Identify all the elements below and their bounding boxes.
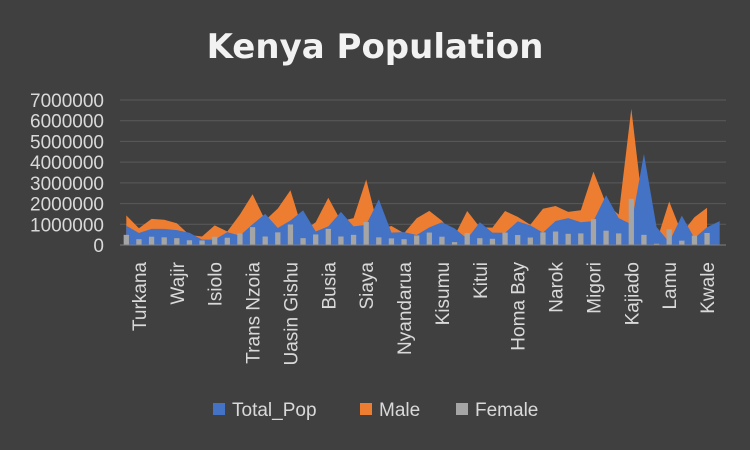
series-area-total-pop	[126, 153, 720, 245]
female-bar	[388, 238, 395, 245]
x-tick-label: Kitui	[471, 262, 492, 299]
female-bar	[350, 234, 357, 245]
female-bar	[123, 234, 129, 245]
female-bar	[616, 233, 622, 245]
y-tick-label: 5000000	[30, 132, 104, 153]
x-tick-label: Lamu	[660, 262, 681, 310]
female-bar	[565, 233, 571, 245]
female-bar	[641, 234, 647, 245]
female-bar	[540, 232, 546, 245]
female-bar	[287, 224, 294, 245]
legend-label: Female	[475, 400, 538, 421]
female-bar	[489, 238, 496, 245]
female-bar	[628, 198, 634, 245]
female-bar	[338, 236, 344, 245]
female-bar	[552, 231, 559, 245]
female-bar	[401, 239, 407, 245]
y-tick-label: 3000000	[30, 174, 104, 195]
female-bar	[363, 222, 369, 245]
female-bar	[313, 234, 319, 245]
female-bar	[603, 230, 609, 245]
female-bar	[527, 237, 533, 245]
female-bar	[590, 219, 597, 245]
female-bar	[691, 235, 698, 245]
series-area-male	[126, 108, 708, 245]
x-tick-label: Kisumu	[433, 262, 454, 325]
female-bar	[224, 237, 230, 245]
legend-swatch	[456, 403, 468, 415]
female-bar	[136, 239, 142, 245]
x-tick-label: Kajiado	[622, 262, 643, 325]
x-tick-label: Siaya	[357, 262, 378, 310]
female-bar	[578, 233, 584, 245]
x-tick-label: Isiolo	[206, 262, 227, 306]
female-bar	[161, 237, 167, 245]
female-bar	[249, 227, 256, 245]
female-bar	[199, 240, 205, 245]
female-bar	[679, 240, 685, 245]
female-bar	[502, 232, 508, 245]
female-bar	[426, 232, 432, 245]
female-bar	[704, 232, 710, 245]
x-tick-label: Homa Bay	[509, 262, 530, 351]
female-bar	[275, 232, 281, 245]
y-tick-label: 4000000	[30, 153, 104, 174]
y-tick-label: 2000000	[30, 195, 104, 216]
female-bar	[262, 236, 268, 245]
x-tick-label: Busia	[319, 262, 340, 310]
female-bar	[477, 238, 483, 245]
y-tick-label: 6000000	[30, 112, 104, 133]
x-tick-label: Uasin Gishu	[281, 262, 302, 366]
legend-swatch	[360, 403, 372, 415]
female-bar	[414, 235, 420, 245]
x-tick-label: Narok	[547, 262, 568, 313]
female-bar	[376, 237, 382, 245]
female-bar	[464, 232, 470, 245]
y-tick-label: 0	[93, 236, 104, 257]
female-bar	[174, 238, 180, 245]
female-bar	[237, 233, 243, 245]
x-tick-label: Wajir	[168, 261, 189, 304]
x-tick-label: Nyandarua	[395, 262, 416, 355]
y-tick-label: 7000000	[30, 91, 104, 112]
x-tick-label: Kwale	[698, 262, 719, 314]
legend-swatch	[213, 403, 225, 415]
legend-label: Male	[379, 400, 420, 421]
female-bar	[148, 236, 155, 245]
y-tick-label: 1000000	[30, 215, 104, 236]
x-tick-label: Trans Nzoia	[244, 262, 265, 364]
x-tick-label: Turkana	[130, 262, 151, 331]
female-bar	[300, 238, 306, 245]
female-bar	[653, 243, 660, 245]
female-bar	[451, 242, 458, 245]
legend-label: Total_Pop	[232, 400, 317, 421]
female-bar	[439, 236, 445, 245]
female-bar	[325, 228, 331, 245]
x-tick-label: Migori	[584, 262, 605, 314]
female-bar	[666, 229, 672, 245]
female-bar	[212, 236, 218, 245]
chart-title: Kenya Population	[207, 27, 544, 67]
female-bar	[186, 240, 193, 245]
female-bar	[515, 235, 521, 245]
